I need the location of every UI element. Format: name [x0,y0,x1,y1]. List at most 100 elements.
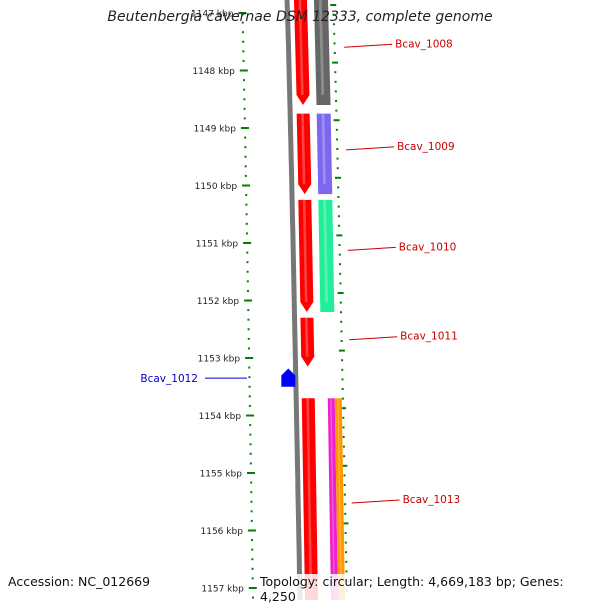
gene-label[interactable]: Bcav_1011 [400,331,458,343]
gene-feature-highlight [301,113,306,185]
gene-feature-highlight [302,199,308,302]
ruler-minor-tick [245,222,248,225]
ruler-minor-tick [249,424,252,427]
ruler-minor-tick [245,213,248,216]
gene-label[interactable]: Bcav_1013 [403,494,461,506]
ruler-minor-tick [247,318,250,321]
ruler-minor-tick [334,80,337,83]
gene-label-leader [344,43,393,48]
ruler-minor-tick [345,551,348,554]
gene-feature[interactable] [300,317,315,367]
gene-feature[interactable] [281,368,296,387]
gene-subfeature[interactable] [327,398,338,600]
ruler-label: 1156 kbp [201,527,244,537]
ruler-minor-tick [246,289,249,292]
gene-subfeature[interactable] [316,113,333,195]
backbone-layer [284,0,303,600]
ruler-minor-tick [247,328,250,331]
ruler-minor-tick [251,558,254,561]
ruler-label: 1154 kbp [199,412,242,422]
ruler-minor-tick [342,445,345,448]
ruler-minor-tick [250,510,253,513]
ruler-minor-tick [243,117,246,120]
ruler-minor-tick [242,59,245,62]
gene-feature-highlight [323,199,329,302]
gene-feature[interactable] [294,0,310,105]
gene-feature-highlight [337,398,342,590]
gene-subfeature[interactable] [314,0,331,105]
ruler-minor-tick [251,567,254,570]
ruler-minor-tick [249,443,252,446]
ruler-minor-tick [341,378,344,381]
ruler-minor-tick [338,224,341,227]
ruler-minor-tick [342,436,345,438]
ruler-minor-tick [243,88,246,91]
ruler-minor-tick [344,503,347,506]
ruler-label: 1147 kbp [191,10,234,20]
gene-label[interactable]: Bcav_1010 [399,241,457,253]
ruler-minor-tick [248,366,251,369]
ruler-minor-tick [336,138,339,141]
ruler-minor-tick [334,90,337,93]
gene-subfeature[interactable] [334,398,345,600]
ruler-label: 1149 kbp [194,125,237,135]
ruler-minor-tick [244,165,247,168]
ruler-minor-tick [337,205,340,208]
ruler-minor-tick [337,292,344,294]
page-title: Beutenbergia cavernae DSM 12333, complet… [107,9,493,25]
ruler-minor-tick [341,464,348,467]
ruler-minor-tick [245,194,248,197]
ruler-minor-tick [336,157,339,160]
ruler-minor-tick [248,395,251,398]
ruler-minor-tick [341,359,344,362]
ruler-minor-tick [339,301,342,304]
gene-feature[interactable] [296,113,312,195]
ruler-minor-tick [243,98,246,101]
ruler-minor-tick [337,186,340,189]
ruler-minor-tick [247,309,250,312]
gene-feature-highlight [321,113,326,185]
ruler-minor-tick [335,128,338,131]
ruler-minor-tick [245,203,248,206]
ruler-minor-tick [344,532,347,534]
gene-layer [281,0,345,600]
ruler-minor-tick [246,251,249,254]
ruler-label: 1157 kbp [201,585,244,595]
ruler-minor-tick [337,196,340,198]
ruler-minor-tick [251,596,254,599]
ruler-minor-tick [244,155,247,158]
ruler-minor-tick [340,330,343,333]
ruler-minor-tick [242,79,245,82]
accession-text: Accession: NC_012669 [8,574,151,589]
gene-label[interactable]: Bcav_1009 [397,141,455,153]
ruler-minor-tick [342,522,349,525]
gene-feature-highlight [304,317,309,357]
gene-feature[interactable] [301,398,318,600]
ruler-minor-tick [250,481,253,484]
ruler-minor-tick [244,174,247,177]
gene-feature[interactable] [298,199,314,312]
ruler-minor-tick [344,541,347,544]
ruler-minor-tick [341,388,344,390]
gene-label[interactable]: Bcav_1008 [395,38,453,50]
gene-subfeature[interactable] [318,199,335,312]
ruler-minor-tick [241,31,244,34]
ruler-minor-tick [247,337,250,340]
gene-feature-highlight [306,398,313,590]
ruler-layer: 1147 kbp 1148 kbp 1149 kbp 1150 kbp 1151 kbp… [191,4,350,599]
ruler-minor-tick [244,136,247,139]
gene-label-leader [347,246,396,251]
ruler-label: 1150 kbp [195,182,238,192]
ruler-minor-tick [249,462,252,465]
gene-feature-highlight [298,0,304,95]
ruler-minor-tick [250,491,253,494]
ruler-minor-tick [246,261,249,264]
ruler-minor-tick [247,347,250,350]
gene-label[interactable]: Bcav_1012 [140,373,198,385]
ruler-minor-tick [249,433,252,436]
ruler-minor-tick [248,385,251,388]
ruler-minor-tick [332,23,335,26]
ruler-minor-tick [336,148,339,150]
gene-feature-highlight [318,0,325,95]
